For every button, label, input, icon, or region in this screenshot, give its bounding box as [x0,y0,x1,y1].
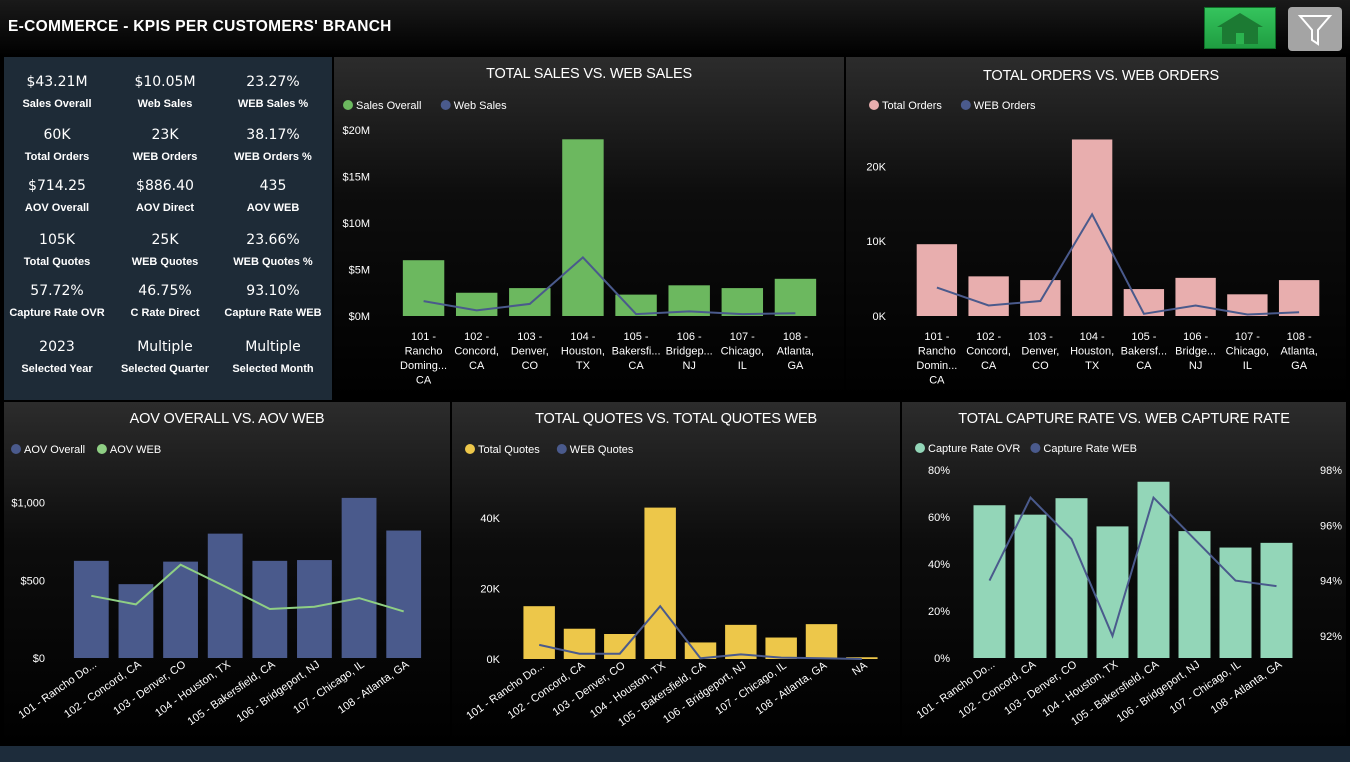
kpi-value: $43.21M [26,74,88,90]
home-button[interactable] [1204,7,1276,49]
kpi-label: WEB Quotes % [233,256,313,268]
kpi-card: 25K WEB Quotes [110,232,220,268]
kpi-value: $10.05M [134,74,196,90]
chart-title-orders: TOTAL ORDERS VS. WEB ORDERS [982,68,1220,84]
kpi-value: 57.72% [30,283,84,299]
kpi-value: 435 [259,178,287,194]
kpi-card: 23.27% WEB Sales % [218,74,328,110]
kpi-label: Capture Rate OVR [9,307,105,319]
chart-title-aov: AOV OVERALL VS. AOV WEB [129,411,325,427]
kpi-label: Selected Quarter [120,363,210,375]
kpi-label: Web Sales [137,98,193,110]
kpi-label: C Rate Direct [130,307,200,319]
page-title: E-COMMERCE - KPIS PER CUSTOMERS' BRANCH [8,18,392,35]
kpi-card: Multiple Selected Month [218,339,328,375]
kpi-value: 23.66% [246,232,300,248]
kpi-value: Multiple [245,339,301,355]
kpi-label: Capture Rate WEB [224,307,322,319]
kpi-card: Multiple Selected Quarter [110,339,220,375]
kpi-card: 23K WEB Orders [110,127,220,163]
kpi-value: $714.25 [28,178,86,194]
kpi-value: 60K [43,127,71,143]
kpi-card: 38.17% WEB Orders % [218,127,328,163]
kpi-value: Multiple [137,339,193,355]
kpi-value: 2023 [39,339,75,355]
kpi-label: Selected Month [232,363,314,375]
kpi-value: $886.40 [136,178,194,194]
kpi-card: 57.72% Capture Rate OVR [2,283,112,319]
bottom-strip [0,746,1350,762]
kpi-label: Total Orders [24,151,90,163]
kpi-card: 2023 Selected Year [2,339,112,375]
kpi-card: $714.25 AOV Overall [2,178,112,214]
kpi-card: 23.66% WEB Quotes % [218,232,328,268]
panel-quotes: TOTAL QUOTES VS. TOTAL QUOTES WEB [452,402,900,746]
kpi-label: WEB Quotes [131,256,199,268]
panel-orders: TOTAL ORDERS VS. WEB ORDERS [846,57,1346,400]
kpi-card: 435 AOV WEB [218,178,328,214]
kpi-label: WEB Sales % [237,98,309,110]
panel-capture: TOTAL CAPTURE RATE VS. WEB CAPTURE RATE [902,402,1346,746]
kpi-card: $43.21M Sales Overall [2,74,112,110]
kpi-card: 60K Total Orders [2,127,112,163]
chart-title-capture: TOTAL CAPTURE RATE VS. WEB CAPTURE RATE [958,411,1290,427]
kpi-label: Sales Overall [22,98,92,110]
home-icon [1217,13,1263,44]
kpi-card: $886.40 AOV Direct [110,178,220,214]
kpi-card: 46.75% C Rate Direct [110,283,220,319]
kpi-value: 25K [151,232,179,248]
kpi-card: $10.05M Web Sales [110,74,220,110]
kpi-label: Selected Year [21,363,93,375]
kpi-value: 46.75% [138,283,192,299]
kpi-label: WEB Orders % [234,151,312,163]
panel-aov: AOV OVERALL VS. AOV WEB [4,402,450,746]
kpi-label: AOV WEB [246,202,300,214]
kpi-value: 23.27% [246,74,300,90]
kpi-value: 105K [39,232,75,248]
kpi-label: Total Quotes [23,256,91,268]
kpi-label: AOV Direct [135,202,195,214]
kpi-value: 38.17% [246,127,300,143]
kpi-panel: $43.21M Sales Overall $10.05M Web Sales 23.2… [4,57,332,400]
kpi-value: 23K [151,127,179,143]
filter-button[interactable] [1288,7,1342,51]
kpi-value: 93.10% [246,283,300,299]
kpi-label: WEB Orders [132,151,198,163]
filter-icon [1297,15,1333,46]
chart-title-quotes: TOTAL QUOTES VS. TOTAL QUOTES WEB [535,411,817,427]
kpi-card: 105K Total Quotes [2,232,112,268]
chart-title-sales: TOTAL SALES VS. WEB SALES [486,66,692,82]
panel-sales: TOTAL SALES VS. WEB SALES [334,57,844,400]
header-bar: E-COMMERCE - KPIS PER CUSTOMERS' BRANCH [0,0,1350,56]
kpi-card: 93.10% Capture Rate WEB [218,283,328,319]
kpi-label: AOV Overall [24,202,90,214]
